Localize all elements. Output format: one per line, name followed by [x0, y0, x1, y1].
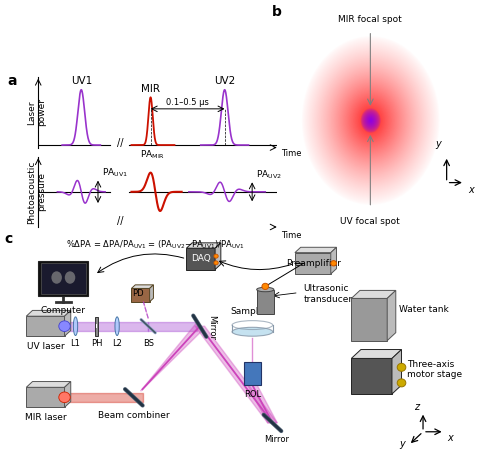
Text: Water tank: Water tank [399, 305, 449, 314]
Circle shape [214, 254, 218, 258]
Ellipse shape [232, 327, 273, 336]
Text: L1: L1 [71, 339, 80, 348]
Polygon shape [295, 247, 337, 252]
Text: MIR: MIR [141, 84, 160, 94]
Ellipse shape [51, 271, 62, 284]
Y-axis label: Laser
power: Laser power [27, 99, 46, 126]
Text: Beam combiner: Beam combiner [98, 411, 170, 419]
Text: MIR focal spot: MIR focal spot [338, 15, 402, 24]
Polygon shape [131, 288, 150, 302]
Text: UV2: UV2 [214, 76, 235, 86]
Circle shape [214, 261, 218, 265]
Polygon shape [195, 326, 277, 423]
Text: //: // [117, 216, 123, 226]
Circle shape [59, 392, 70, 403]
Polygon shape [351, 358, 392, 394]
Polygon shape [26, 381, 71, 387]
Text: Computer: Computer [41, 306, 86, 315]
Text: UV laser: UV laser [27, 341, 64, 350]
Circle shape [331, 261, 337, 266]
Text: //: // [117, 138, 123, 148]
Text: PA$_{\rm UV1}$: PA$_{\rm UV1}$ [101, 167, 128, 179]
Text: Three-axis
motor stage: Three-axis motor stage [407, 360, 462, 379]
Polygon shape [131, 285, 153, 288]
Polygon shape [215, 243, 221, 270]
Text: Ultrasonic
transducer: Ultrasonic transducer [304, 284, 353, 304]
Circle shape [397, 379, 406, 387]
Text: ROL: ROL [244, 390, 261, 399]
Text: $x$: $x$ [447, 433, 455, 443]
Circle shape [397, 363, 406, 371]
Polygon shape [65, 381, 71, 407]
Text: b: b [272, 5, 282, 19]
Polygon shape [248, 385, 277, 423]
Text: DAQ: DAQ [191, 254, 211, 263]
Text: %$\Delta$PA = $\Delta$PA/PA$_{\rm UV1}$ = (PA$_{\rm UV2}$$-$PA$_{\rm UV1}$)/PA$_: %$\Delta$PA = $\Delta$PA/PA$_{\rm UV1}$ … [66, 238, 245, 251]
Polygon shape [186, 248, 215, 270]
Text: PH: PH [91, 339, 102, 348]
Ellipse shape [257, 287, 274, 292]
Text: a: a [7, 74, 17, 88]
Text: BS: BS [142, 339, 154, 348]
Text: $y$: $y$ [435, 139, 443, 152]
Text: Time: Time [281, 148, 301, 158]
Text: Sample: Sample [230, 307, 265, 316]
Polygon shape [351, 298, 387, 340]
FancyBboxPatch shape [244, 362, 261, 385]
Polygon shape [331, 247, 337, 274]
Text: UV1: UV1 [71, 76, 92, 86]
Polygon shape [141, 322, 202, 391]
Text: $y$: $y$ [399, 439, 407, 451]
Polygon shape [387, 291, 396, 340]
FancyBboxPatch shape [95, 317, 98, 336]
Ellipse shape [115, 317, 120, 336]
Text: MIR laser: MIR laser [24, 413, 66, 422]
Polygon shape [26, 387, 65, 407]
Text: Preamplifier: Preamplifier [286, 259, 340, 268]
Text: L2: L2 [112, 339, 122, 348]
Text: c: c [5, 232, 13, 246]
Polygon shape [351, 291, 396, 298]
Text: 0.1–0.5 μs: 0.1–0.5 μs [166, 98, 209, 107]
Text: PA$_{\rm UV2}$: PA$_{\rm UV2}$ [256, 168, 282, 181]
FancyBboxPatch shape [38, 261, 88, 296]
FancyBboxPatch shape [41, 263, 86, 294]
Polygon shape [295, 252, 331, 274]
Text: $x$: $x$ [468, 185, 477, 195]
Text: PD: PD [132, 289, 144, 298]
Text: Mirror: Mirror [264, 435, 289, 444]
Text: Time: Time [281, 231, 301, 240]
Polygon shape [392, 350, 402, 394]
FancyBboxPatch shape [96, 324, 97, 328]
Ellipse shape [65, 271, 76, 284]
Text: PA$_{\rm MIR}$: PA$_{\rm MIR}$ [141, 149, 165, 161]
Polygon shape [150, 285, 153, 302]
Polygon shape [186, 243, 221, 248]
Text: $z$: $z$ [414, 401, 421, 411]
FancyBboxPatch shape [257, 290, 274, 314]
Polygon shape [26, 316, 65, 336]
Text: UV focal spot: UV focal spot [340, 217, 400, 226]
Polygon shape [351, 350, 402, 358]
Polygon shape [26, 311, 71, 316]
Ellipse shape [74, 317, 77, 336]
Circle shape [59, 321, 70, 331]
Polygon shape [65, 311, 71, 336]
Circle shape [262, 283, 269, 290]
Y-axis label: Photoacoustic
pressure: Photoacoustic pressure [27, 160, 46, 223]
Text: Mirror: Mirror [207, 316, 216, 340]
